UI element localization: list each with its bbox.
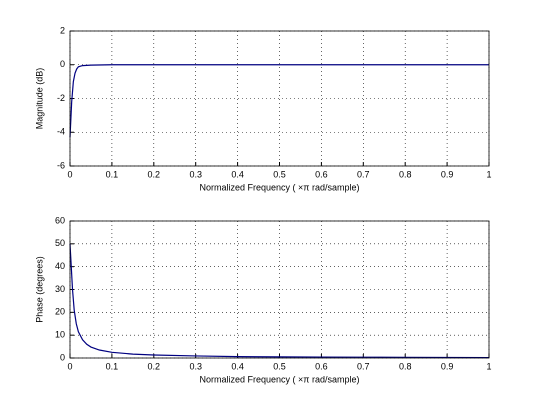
y-tick-label: 0 [60, 59, 65, 69]
x-tick-label: 0.4 [231, 169, 244, 179]
line [69, 64, 489, 138]
y-tick-label: -6 [57, 160, 65, 170]
x-tick-label: 0.9 [441, 361, 454, 371]
x-tick-label: 0.6 [315, 169, 328, 179]
x-tick-label: 0.5 [273, 169, 286, 179]
x-tick-label: 0.2 [148, 361, 161, 371]
x-tick-label: 0.1 [106, 361, 119, 371]
x-tick-label: 0.1 [106, 169, 119, 179]
x-tick-label: 0.2 [148, 169, 161, 179]
x-tick-label: 1 [486, 169, 491, 179]
x-tick-label: 0 [67, 361, 72, 371]
x-tick-label: 0.8 [399, 169, 412, 179]
x-tick-label: 0.7 [357, 361, 370, 371]
y-axis-label: Magnitude (dB) [34, 68, 44, 130]
x-tick-label: 0.3 [189, 169, 202, 179]
x-tick-label: 0.9 [441, 169, 454, 179]
y-tick-label: 2 [60, 25, 65, 35]
y-tick-label: -2 [57, 93, 65, 103]
x-tick-label: 0.5 [273, 361, 286, 371]
y-tick-label: 10 [55, 330, 65, 340]
y-axis-label: Phase (degrees) [34, 256, 44, 323]
x-axis-label: Normalized Frequency ( ×π rad/sample) [199, 374, 359, 384]
y-tick-label: 40 [55, 261, 65, 271]
y-tick-label: 20 [55, 307, 65, 317]
y-tick-label: 50 [55, 238, 65, 248]
axes-box [69, 30, 490, 167]
y-tick-label: 30 [55, 284, 65, 294]
x-tick-label: 0.6 [315, 361, 328, 371]
x-tick-label: 0 [67, 169, 72, 179]
x-tick-label: 1 [486, 361, 491, 371]
y-tick-label: -4 [57, 127, 65, 137]
x-tick-label: 0.4 [231, 361, 244, 371]
x-tick-label: 0.7 [357, 169, 370, 179]
x-tick-label: 0.3 [189, 361, 202, 371]
y-tick-label: 0 [60, 352, 65, 362]
y-tick-label: 60 [55, 215, 65, 225]
x-axis-label: Normalized Frequency ( ×π rad/sample) [199, 182, 359, 192]
x-tick-label: 0.8 [399, 361, 412, 371]
axes-box [69, 220, 490, 359]
line [69, 243, 490, 359]
